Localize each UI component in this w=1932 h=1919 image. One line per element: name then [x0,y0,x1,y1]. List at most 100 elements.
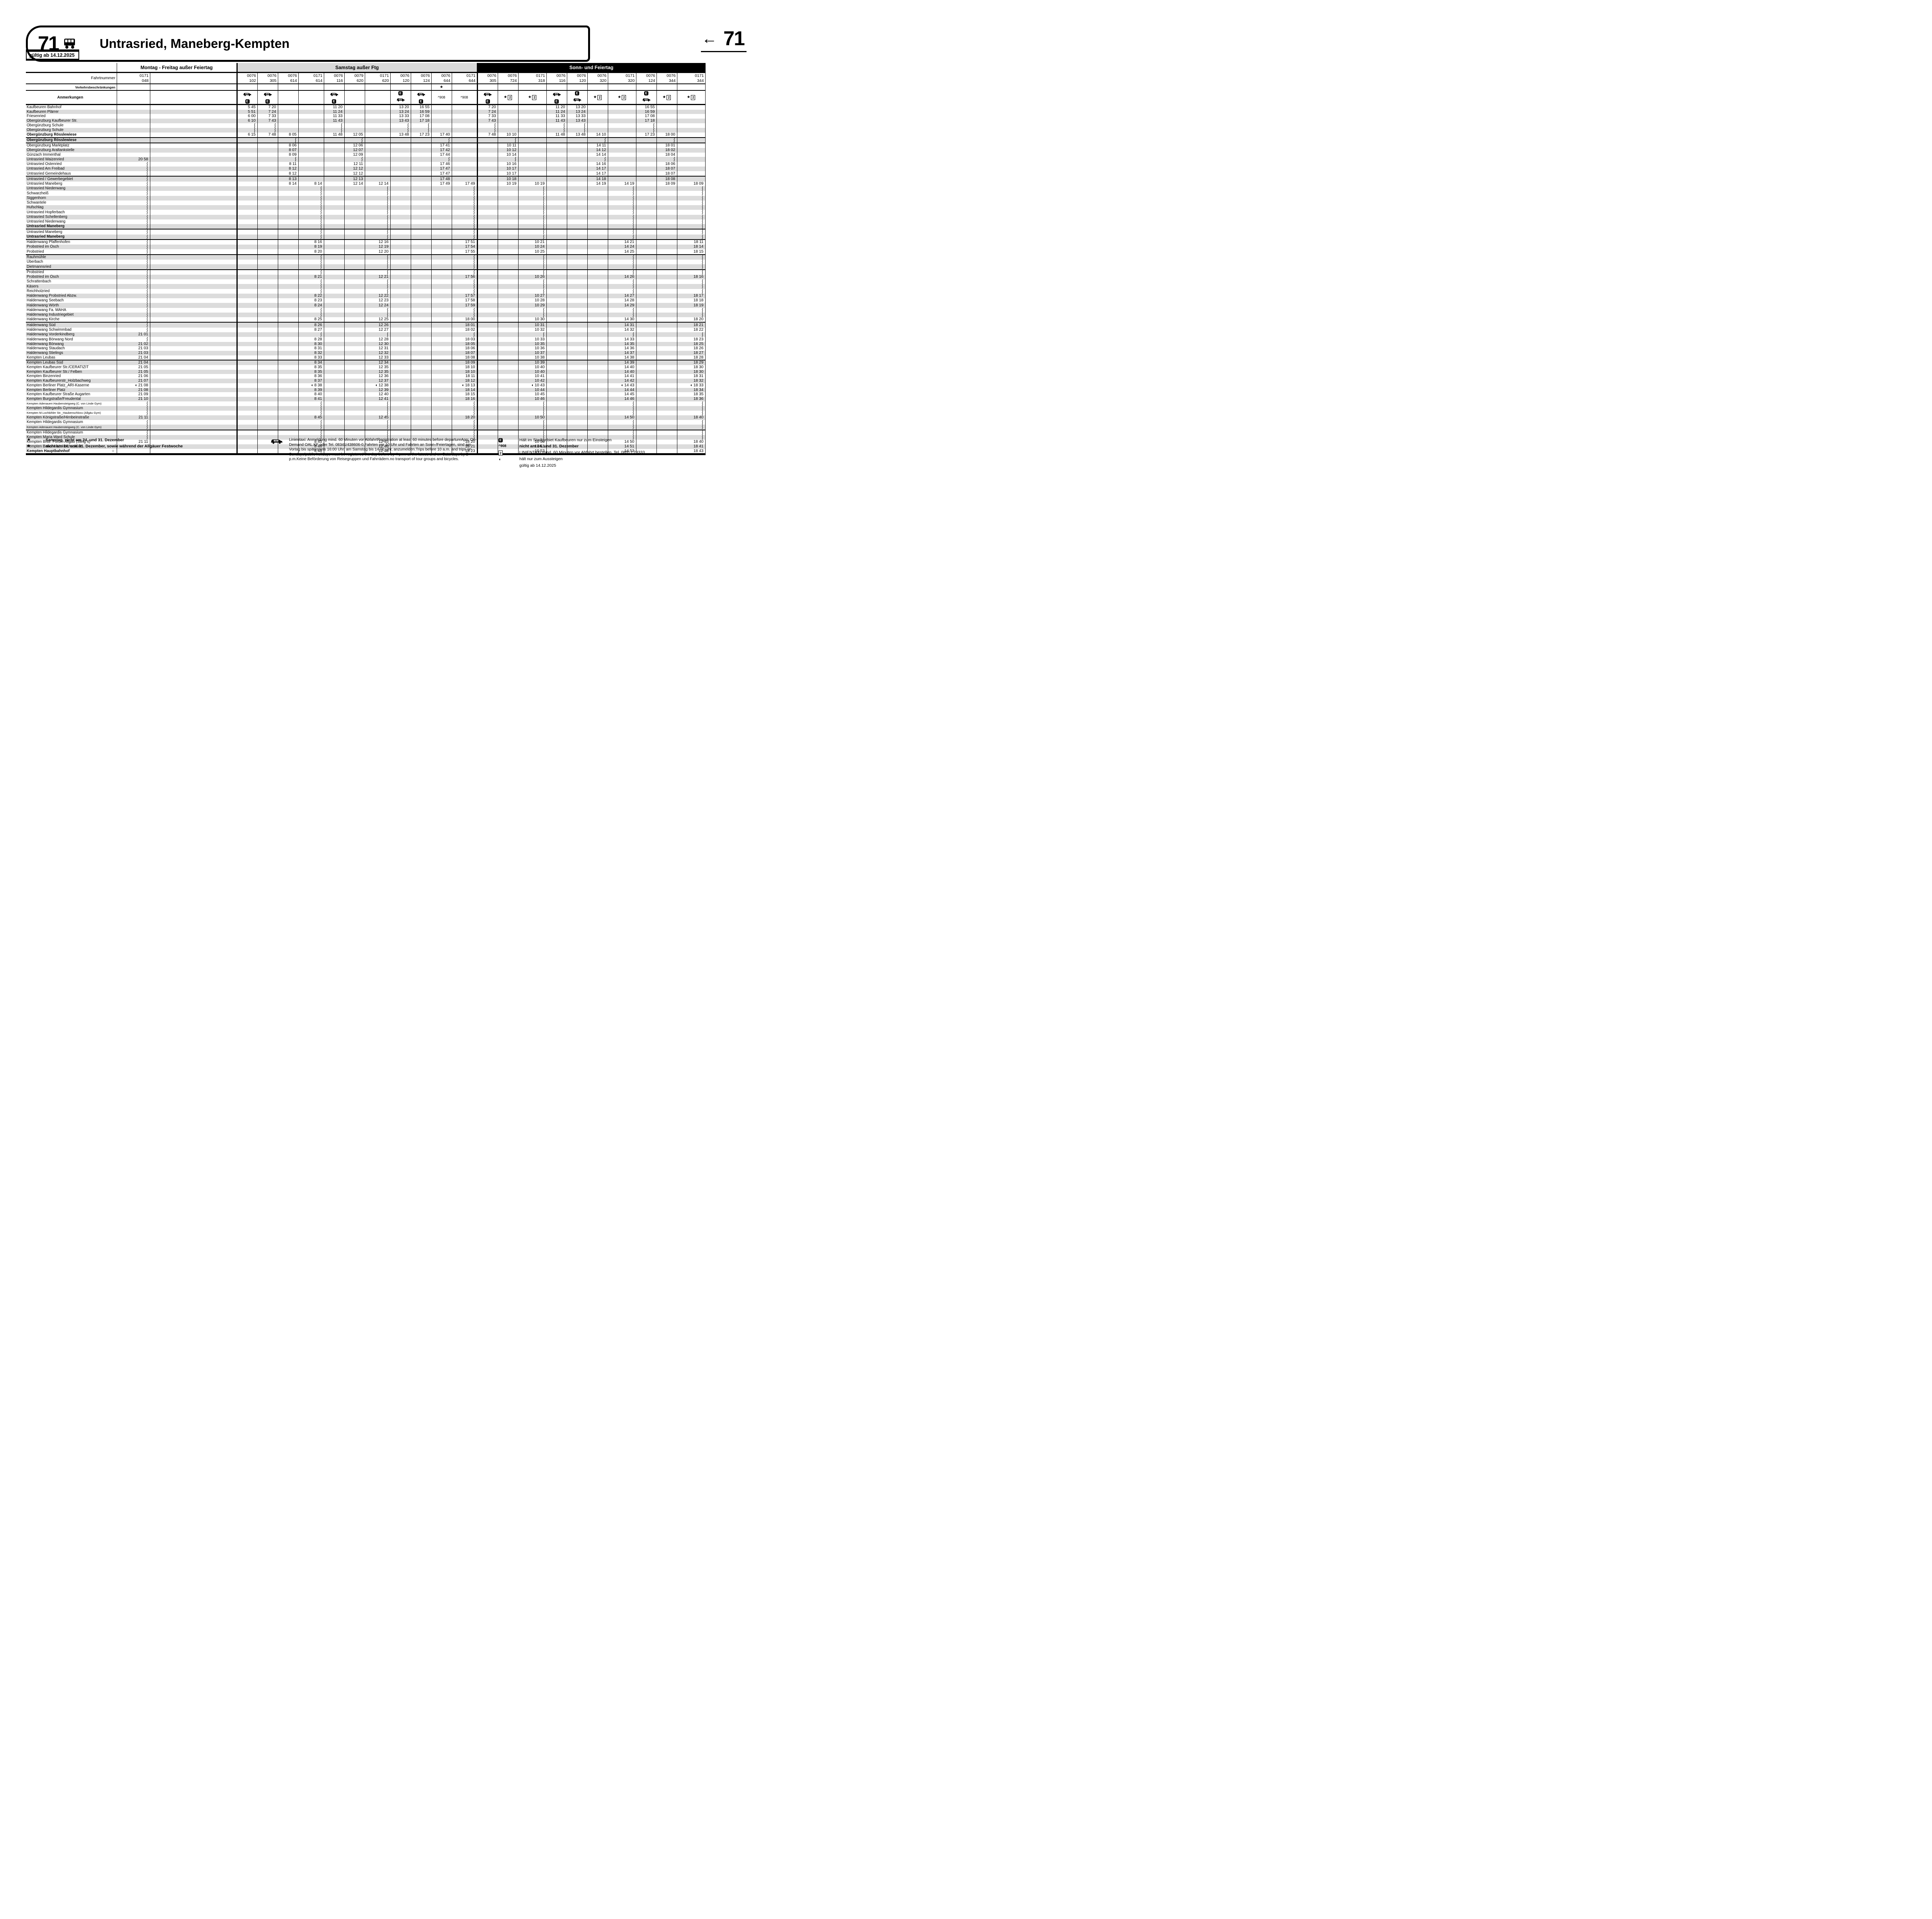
skip-squiggle-icon [473,214,475,219]
time-cell [236,365,257,370]
time-cell [116,444,150,449]
time-cell [431,444,452,449]
station-name: Günzach Immenthal [27,152,61,157]
time-cell [390,355,411,361]
station-row: Probstried [26,269,706,275]
time-cell: 17 49 [431,181,452,187]
time-cell: 17 23 [410,133,431,138]
time-cell [236,411,257,416]
time-cell [476,161,498,167]
time-cell [277,425,298,430]
time-cell [323,249,344,255]
time-cell [497,260,518,265]
entry-only-icon: E [265,99,270,104]
time-cell [587,205,608,210]
time-cell [677,430,706,435]
time-cell: 12 12 [344,171,365,177]
skip-squiggle-icon [543,229,545,235]
time-cell [116,322,150,328]
time-cell [390,293,411,299]
time-cell [323,143,344,148]
time-cell: 12 21 [364,274,390,280]
time-cell: 18 43 [677,449,706,456]
time-cell [344,264,365,270]
time-cell: 16 55 [636,104,656,110]
time-cell [546,444,567,449]
time-cell [476,327,498,332]
time-cell [656,322,677,328]
station-row: Schrattenbach [26,279,706,284]
skip-squiggle-icon [632,411,634,416]
time-cell [236,379,257,383]
time-cell [323,303,344,308]
time-cell [410,269,431,275]
time-cell [546,430,567,435]
time-cell [298,401,324,406]
time-cell [344,123,365,128]
restriction-mf-048 [116,84,150,91]
star-icon: ★ [27,444,31,449]
time-cell [497,365,518,370]
time-cell [607,406,636,411]
time-cell [344,440,365,444]
time-cell: 14 40 [607,365,636,370]
time-cell [451,148,477,153]
taxi-icon: TAXI [573,97,582,104]
time-cell [277,219,298,224]
time-cell [236,293,257,299]
time-cell [150,374,237,379]
time-cell [566,440,587,444]
time-cell [257,374,278,379]
time-cell [298,176,324,182]
skip-squiggle-icon [701,229,704,235]
station-name: Schwantele [27,201,46,205]
time-cell [364,148,390,153]
time-cell [587,303,608,308]
time-cell [410,176,431,182]
time-cell [566,195,587,201]
time-cell: 10 17 [497,166,518,172]
time-cell [150,392,237,397]
time-cell [566,176,587,182]
time-cell [298,214,324,219]
time-cell [431,332,452,337]
station-name: Obergünzburg Kaufbeurer Str. [27,119,78,123]
time-cell [150,205,237,210]
time-cell [566,152,587,157]
skip-squiggle-icon [632,195,634,201]
time-cell [298,157,324,162]
time-cell [566,123,587,128]
time-cell: 8 36 [298,374,324,379]
skip-squiggle-icon [146,411,148,416]
time-cell [656,440,677,444]
time-cell [518,279,546,284]
time-cell [150,435,237,440]
time-cell [344,109,365,114]
skip-squiggle-icon [320,406,322,411]
skip-squiggle-icon [543,224,545,229]
time-cell [236,166,257,172]
time-cell [566,420,587,425]
time-cell [497,312,518,318]
time-cell [390,435,411,440]
time-cell [150,171,237,177]
time-cell [518,191,546,196]
time-cell [431,308,452,313]
skip-squiggle-icon [473,308,475,313]
station-row: Kempten Bfstr. Forum Allgäu (Steig 4) 21 … [26,440,706,444]
time-cell: 13 43 [566,119,587,123]
restriction-sa-644b [451,84,477,91]
station-row: Untrasried Maneberg 8 14 8 14 12 14 12 14 17 … [26,181,706,187]
time-cell [150,191,237,196]
station-name: Obergünzburg Rösslewiese [26,133,117,138]
station-row: Kempten Kaufbeurerstr_Holzbachweg 21 07 8 … [26,379,706,383]
time-cell [431,219,452,224]
time-cell [390,289,411,294]
time-cell [150,322,237,328]
time-cell: 11 48 [323,133,344,138]
time-cell: 5 45 [236,104,257,110]
time-cell [150,293,237,299]
skip-squiggle-icon [146,260,148,265]
time-cell [518,128,546,133]
station-name: Obergünzburg Schule [27,128,64,133]
